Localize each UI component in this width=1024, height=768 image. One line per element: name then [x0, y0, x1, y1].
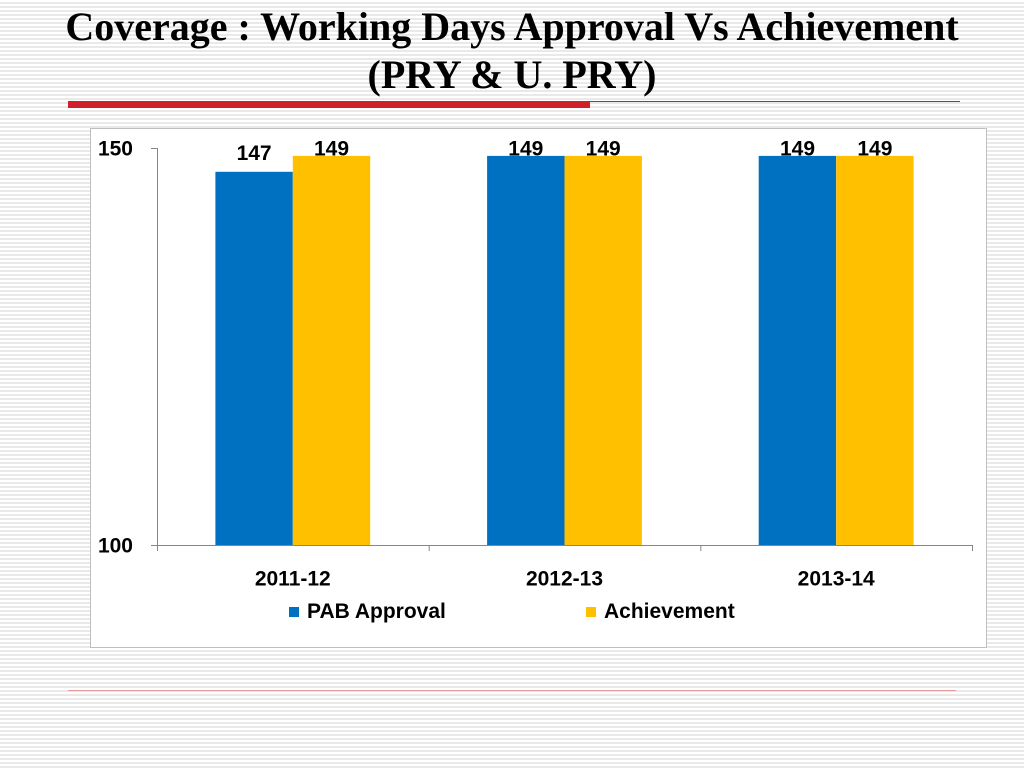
x-tick-label-2013-14: 2013-14	[798, 568, 875, 591]
bar-chart: 100 150 2011-12 2012-13 2013-14 147 149 149 149 1…	[98, 138, 973, 591]
legend-item-pab-approval: PAB Approval	[289, 601, 446, 623]
legend-swatch-achievement	[586, 607, 596, 617]
data-label-achievement-2013-14: 149	[857, 138, 892, 161]
legend-label-pab-approval: PAB Approval	[307, 600, 446, 623]
data-label-achievement-2012-13: 149	[586, 138, 621, 161]
x-tick-label-2011-12: 2011-12	[255, 568, 331, 591]
bar-pab-approval-2012-13	[487, 155, 565, 545]
bar-achievement-2012-13	[564, 155, 642, 545]
title-underline-thin	[590, 101, 960, 102]
data-label-pab-approval-2011-12: 147	[237, 142, 272, 165]
bar-pab-approval-2013-14	[758, 155, 837, 545]
slide-title: Coverage : Working Days Approval Vs Achi…	[0, 3, 1024, 99]
legend-swatch-pab-approval	[289, 607, 299, 617]
bar-achievement-2013-14	[836, 155, 914, 545]
legend-label-achievement: Achievement	[604, 600, 735, 623]
data-label-pab-approval-2012-13: 149	[508, 138, 543, 161]
y-tick-label-150: 150	[98, 138, 133, 161]
data-label-achievement-2011-12: 149	[314, 138, 349, 161]
chart-frame: 100 150 2011-12 2012-13 2013-14 147 149 149 149 1…	[90, 128, 987, 648]
bar-achievement-2011-12	[292, 155, 371, 545]
y-tick-label-100: 100	[98, 535, 133, 558]
title-line-2: (PRY & U. PRY)	[367, 52, 657, 97]
bar-pab-approval-2011-12	[215, 171, 293, 546]
x-tick-label-2012-13: 2012-13	[526, 568, 603, 591]
footer-rule	[68, 690, 956, 691]
legend-item-achievement: Achievement	[586, 601, 735, 623]
title-underline-thick	[68, 101, 590, 108]
data-label-pab-approval-2013-14: 149	[780, 138, 815, 161]
title-line-1: Coverage : Working Days Approval Vs Achi…	[65, 4, 959, 49]
